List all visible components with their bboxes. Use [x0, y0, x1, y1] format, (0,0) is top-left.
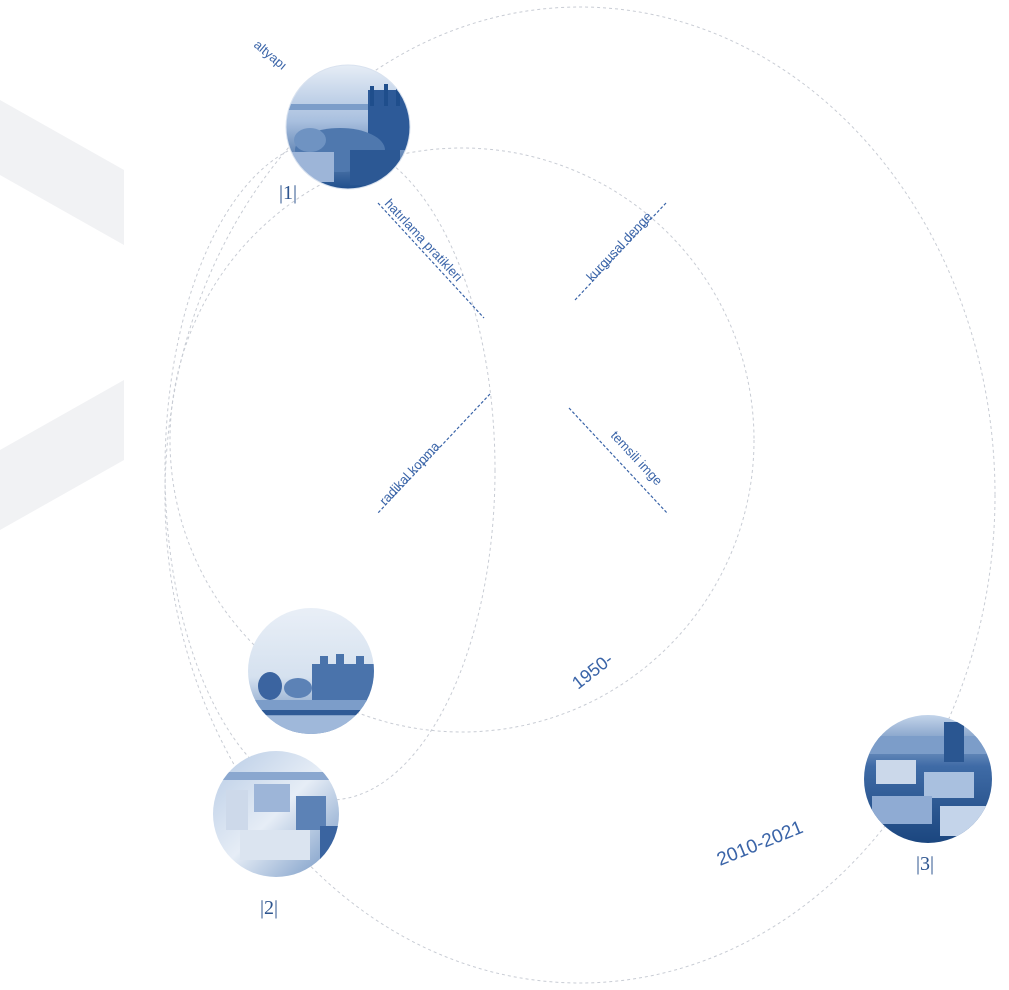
- axis-line-bottom-left: [376, 393, 491, 515]
- photo-circle-4: [864, 715, 992, 843]
- left-connector-ring: [164, 139, 496, 801]
- node-2-number: |2|: [260, 897, 278, 919]
- node-3-number: |3|: [916, 853, 934, 875]
- outer-cycle-ring: [164, 6, 996, 984]
- photo-circle-1: [285, 64, 411, 190]
- axis-line-top-right: [574, 202, 667, 301]
- watermark-shape: [0, 100, 124, 530]
- axis-lines: [376, 202, 669, 515]
- photo-circle-3: [213, 751, 339, 877]
- period-label-2010-2021: 2010-2021: [714, 817, 806, 871]
- inner-cycle-ring: [169, 147, 755, 733]
- axis-label-top-right: kurgusal denge: [583, 209, 655, 284]
- axis-label-top-left: hatırlama pratikleri: [382, 196, 466, 285]
- photo-circle-2: [248, 608, 374, 734]
- axis-label-bottom-right: temsili imge: [608, 428, 666, 488]
- axis-label-bottom-left: radikal kopma: [376, 438, 443, 508]
- axis-line-bottom-right: [568, 407, 669, 515]
- node-1-number: |1|: [279, 182, 297, 204]
- axis-line-top-left: [377, 202, 485, 319]
- guide-circles: [164, 6, 996, 984]
- period-label-1950: 1950-: [568, 649, 617, 693]
- node-1-tag: altyapı: [251, 37, 290, 73]
